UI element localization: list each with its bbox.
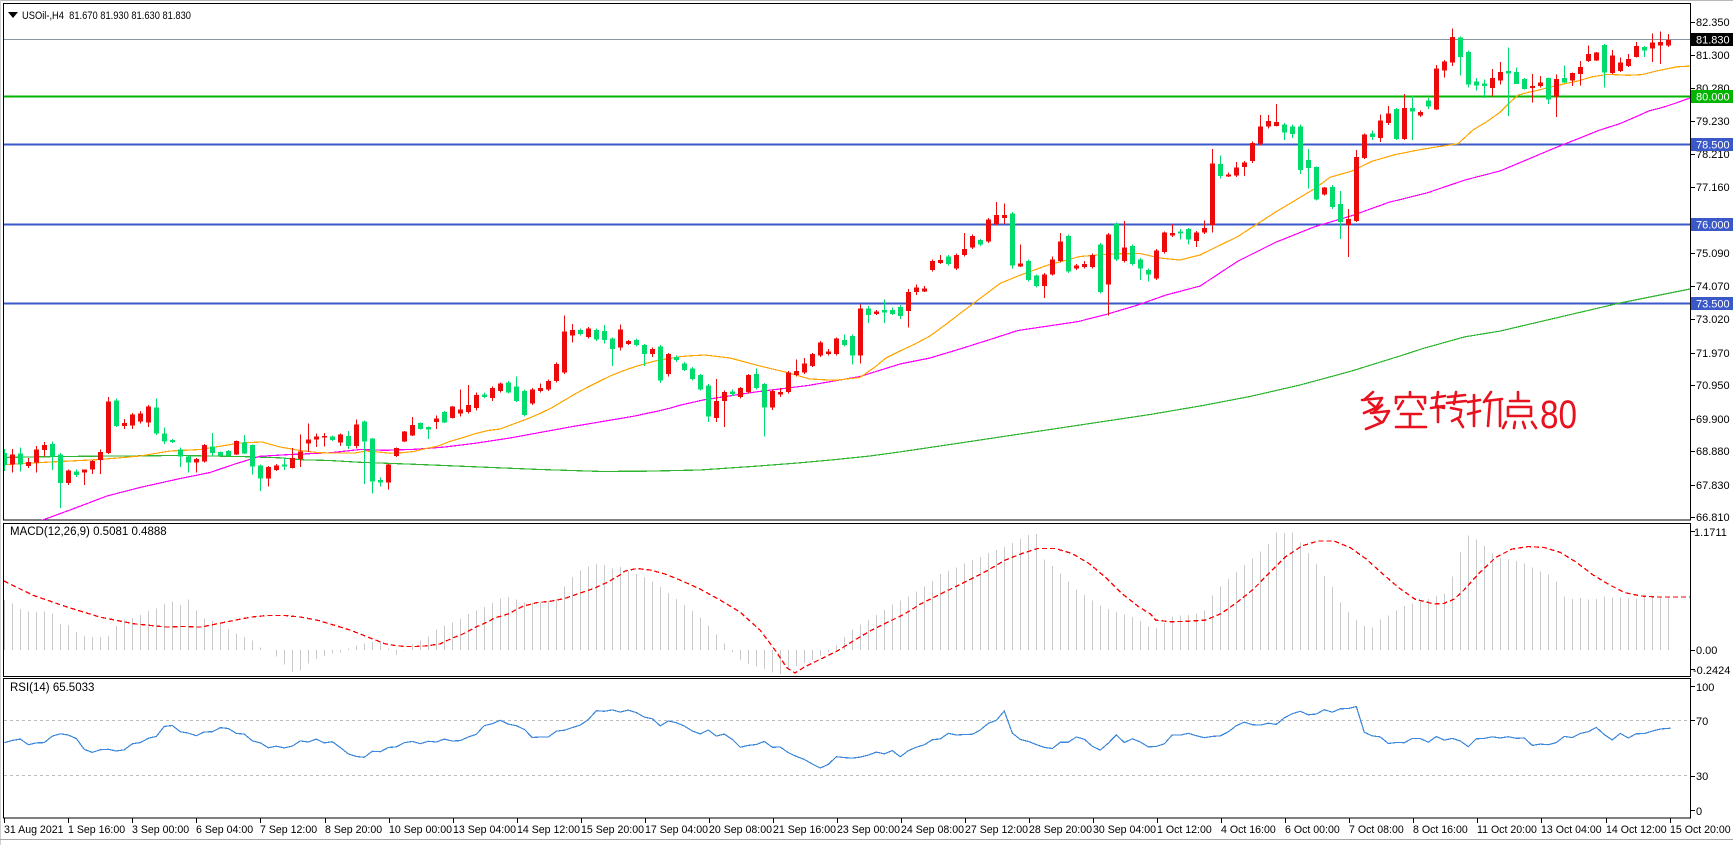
svg-text:79.230: 79.230: [1696, 116, 1730, 128]
svg-text:17 Sep 04:00: 17 Sep 04:00: [645, 824, 708, 836]
svg-text:67.830: 67.830: [1696, 480, 1730, 492]
svg-text:81.830: 81.830: [1696, 35, 1730, 47]
svg-text:81.300: 81.300: [1696, 50, 1730, 62]
svg-text:15 Oct 20:00: 15 Oct 20:00: [1670, 824, 1731, 836]
svg-text:11 Oct 20:00: 11 Oct 20:00: [1477, 824, 1537, 836]
svg-text:30: 30: [1696, 771, 1708, 783]
svg-text:68.880: 68.880: [1696, 446, 1730, 458]
svg-text:21 Sep 16:00: 21 Sep 16:00: [773, 824, 836, 836]
svg-text:78.210: 78.210: [1696, 149, 1730, 161]
svg-text:6 Oct 00:00: 6 Oct 00:00: [1285, 824, 1340, 836]
svg-text:100: 100: [1696, 682, 1714, 694]
svg-text:10 Sep 00:00: 10 Sep 00:00: [389, 824, 452, 836]
svg-text:77.160: 77.160: [1696, 182, 1730, 194]
svg-text:14 Oct 12:00: 14 Oct 12:00: [1606, 824, 1667, 836]
svg-text:USOil-,H4 81.670 81.930 81.63: USOil-,H4 81.670 81.930 81.630 81.830: [22, 10, 191, 22]
svg-text:82.350: 82.350: [1696, 17, 1730, 29]
svg-text:23 Sep 00:00: 23 Sep 00:00: [837, 824, 900, 836]
svg-text:75.090: 75.090: [1696, 248, 1730, 260]
svg-text:RSI(14) 65.5033: RSI(14) 65.5033: [10, 682, 94, 694]
svg-text:MACD(12,26,9) 0.5081 0.4888: MACD(12,26,9) 0.5081 0.4888: [10, 526, 167, 538]
svg-text:14 Sep 12:00: 14 Sep 12:00: [517, 824, 580, 836]
svg-text:13 Oct 04:00: 13 Oct 04:00: [1541, 824, 1602, 836]
svg-text:1 Oct 12:00: 1 Oct 12:00: [1157, 824, 1212, 836]
svg-text:7 Sep 12:00: 7 Sep 12:00: [260, 824, 317, 836]
svg-text:4 Oct 16:00: 4 Oct 16:00: [1221, 824, 1276, 836]
svg-text:8 Sep 20:00: 8 Sep 20:00: [325, 824, 382, 836]
svg-text:1.1711: 1.1711: [1694, 527, 1727, 539]
svg-text:13 Sep 04:00: 13 Sep 04:00: [453, 824, 516, 836]
svg-text:73.500: 73.500: [1696, 299, 1730, 311]
svg-text:0: 0: [1696, 806, 1702, 818]
svg-text:80: 80: [1540, 393, 1577, 437]
svg-text:27 Sep 12:00: 27 Sep 12:00: [965, 824, 1028, 836]
svg-text:6 Sep 04:00: 6 Sep 04:00: [196, 824, 253, 836]
svg-text:30 Sep 04:00: 30 Sep 04:00: [1093, 824, 1156, 836]
svg-text:76.000: 76.000: [1696, 220, 1730, 232]
svg-text:78.500: 78.500: [1696, 140, 1730, 152]
svg-text:20 Sep 08:00: 20 Sep 08:00: [709, 824, 772, 836]
svg-text:80.000: 80.000: [1696, 92, 1730, 104]
svg-text:70: 70: [1696, 716, 1708, 728]
svg-text:7 Oct 08:00: 7 Oct 08:00: [1349, 824, 1404, 836]
svg-text:24 Sep 08:00: 24 Sep 08:00: [901, 824, 964, 836]
svg-text:70.950: 70.950: [1696, 380, 1730, 392]
svg-text:31 Aug 2021: 31 Aug 2021: [4, 824, 64, 836]
svg-text:69.900: 69.900: [1696, 414, 1730, 426]
svg-text:3 Sep 00:00: 3 Sep 00:00: [132, 824, 189, 836]
svg-text:0.00: 0.00: [1696, 645, 1717, 657]
svg-text:73.020: 73.020: [1696, 314, 1730, 326]
svg-text:28 Sep 20:00: 28 Sep 20:00: [1029, 824, 1092, 836]
svg-text:1 Sep 16:00: 1 Sep 16:00: [68, 824, 125, 836]
svg-text:8 Oct 16:00: 8 Oct 16:00: [1413, 824, 1468, 836]
svg-text:74.070: 74.070: [1696, 281, 1730, 293]
svg-text:71.970: 71.970: [1696, 348, 1730, 360]
svg-text:66.810: 66.810: [1696, 512, 1730, 524]
svg-text:-0.2424: -0.2424: [1693, 665, 1730, 677]
svg-text:15 Sep 20:00: 15 Sep 20:00: [581, 824, 644, 836]
